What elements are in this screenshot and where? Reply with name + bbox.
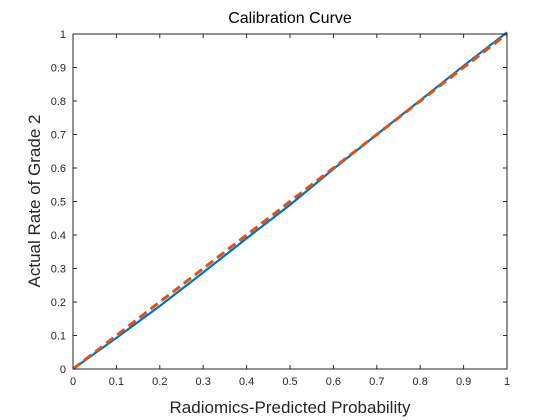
y-tick-label: 0.3: [51, 264, 66, 276]
x-tick-label: 0.1: [109, 376, 124, 388]
y-tick-label: 0.5: [51, 197, 66, 209]
y-tick-label: 1: [60, 29, 66, 41]
x-tick-label: 0: [70, 376, 76, 388]
y-tick-label: 0: [60, 364, 66, 376]
x-axis-label: Radiomics-Predicted Probability: [170, 398, 411, 417]
y-tick-label: 0.4: [51, 230, 66, 242]
x-tick-label: 0.6: [326, 376, 341, 388]
x-axis: 0 0.1 0.2 0.3 0.4 0.5 0.6 0.7 0.8 0.9 1: [70, 34, 510, 388]
x-tick-label: 0.4: [239, 376, 254, 388]
series-line-solid: [72, 31, 508, 370]
y-tick-label: 0.6: [51, 163, 66, 175]
y-axis-label: Actual Rate of Grade 2: [25, 115, 44, 288]
y-tick-label: 0.1: [51, 331, 66, 343]
chart-title: Calibration Curve: [228, 10, 352, 27]
x-tick-label: 0.7: [369, 376, 384, 388]
y-tick-label: 0.8: [51, 96, 66, 108]
y-tick-label: 0.7: [51, 130, 66, 142]
x-tick-label: 0.8: [413, 376, 428, 388]
series-layer: [72, 31, 508, 371]
x-tick-label: 0.9: [456, 376, 471, 388]
series-line-dashed: [72, 32, 508, 371]
y-tick-label: 0.9: [51, 63, 66, 75]
x-tick-label: 1: [504, 376, 510, 388]
y-axis: 0 0.1 0.2 0.3 0.4 0.5 0.6 0.7 0.8 0.9 1: [51, 29, 507, 376]
y-tick-label: 0.2: [51, 297, 66, 309]
x-tick-label: 0.2: [152, 376, 167, 388]
x-tick-label: 0.5: [282, 376, 297, 388]
x-tick-label: 0.3: [196, 376, 211, 388]
